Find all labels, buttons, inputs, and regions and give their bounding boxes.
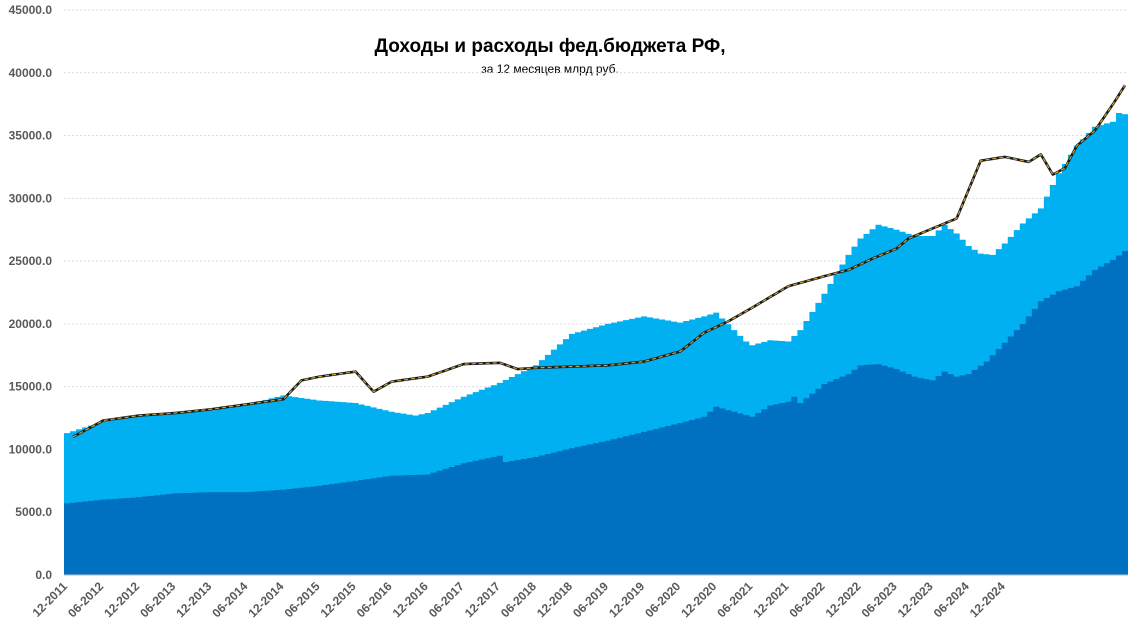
- x-tick-label: 12-2018: [534, 579, 575, 620]
- x-tick-label: 06-2016: [354, 579, 395, 620]
- y-tick-label: 45000.0: [9, 3, 53, 17]
- x-tick-label: 12-2016: [390, 579, 431, 620]
- chart-title: Доходы и расходы фед.бюджета РФ,: [374, 36, 726, 57]
- x-tick-label: 12-2012: [101, 579, 142, 620]
- y-tick-label: 25000.0: [9, 254, 53, 268]
- x-tick-label: 12-2019: [606, 579, 647, 620]
- x-tick-label: 12-2020: [678, 579, 719, 620]
- area-series-lower: [64, 251, 1128, 575]
- x-tick-label: 12-2022: [823, 579, 864, 620]
- y-tick-label: 35000.0: [9, 129, 53, 143]
- x-tick-label: 06-2012: [65, 579, 106, 620]
- x-tick-label: 06-2022: [786, 579, 827, 620]
- y-tick-label: 0.0: [35, 568, 52, 582]
- y-tick-label: 5000.0: [15, 505, 52, 519]
- x-tick-label: 06-2019: [570, 579, 611, 620]
- x-tick-label: 12-2021: [750, 579, 791, 620]
- x-tick-label: 12-2023: [895, 579, 936, 620]
- x-tick-label: 12-2017: [462, 579, 503, 620]
- x-tick-label: 06-2017: [426, 579, 467, 620]
- x-tick-label: 06-2023: [859, 579, 900, 620]
- y-tick-label: 40000.0: [9, 66, 53, 80]
- x-tick-label: 12-2015: [318, 579, 359, 620]
- expenses-line-dash: [72, 85, 1126, 438]
- y-tick-label: 30000.0: [9, 191, 53, 205]
- y-tick-label: 20000.0: [9, 317, 53, 331]
- x-tick-label: 12-2014: [245, 579, 286, 620]
- x-tick-label: 06-2021: [714, 579, 755, 620]
- x-tick-label: 06-2018: [498, 579, 539, 620]
- x-tick-label: 12-2024: [967, 579, 1008, 620]
- x-tick-label: 12-2011: [30, 579, 71, 620]
- y-tick-label: 10000.0: [9, 442, 53, 456]
- x-tick-label: 06-2013: [137, 579, 178, 620]
- x-tick-label: 06-2024: [931, 579, 972, 620]
- y-tick-label: 15000.0: [9, 380, 53, 394]
- x-tick-label: 06-2015: [282, 579, 323, 620]
- x-tick-label: 06-2020: [642, 579, 683, 620]
- x-tick-label: 06-2014: [209, 579, 250, 620]
- x-tick-label: 12-2013: [173, 579, 214, 620]
